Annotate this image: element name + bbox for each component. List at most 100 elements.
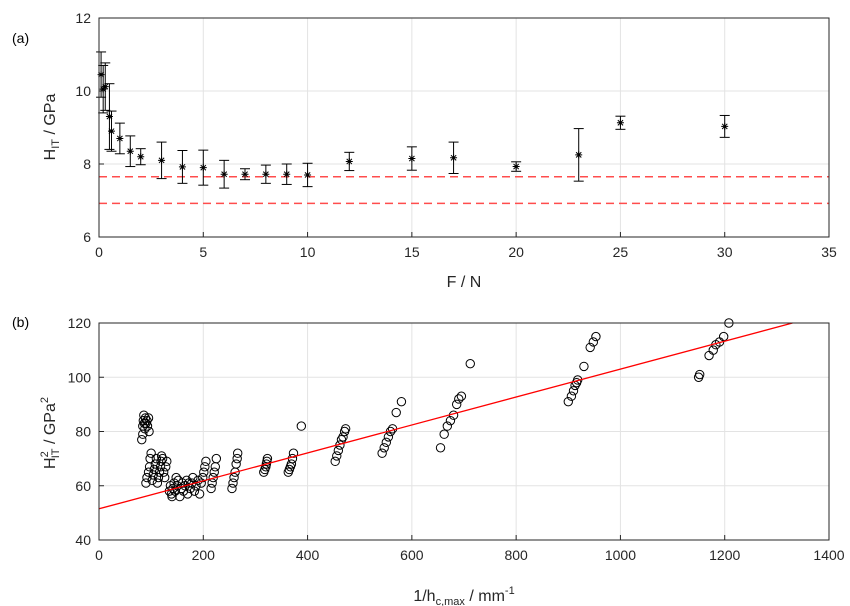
panel-b-xlabel-main: 1/h (413, 588, 435, 605)
data-point (377, 448, 387, 458)
a-ytick-label: 12 (75, 10, 91, 26)
data-point (383, 432, 394, 442)
data-point (566, 391, 577, 401)
panel-b-ylabel-sub: IT (50, 448, 62, 458)
data-point (435, 443, 446, 453)
b-ytick-label: 80 (75, 424, 91, 440)
data-point (188, 472, 198, 483)
data-point (182, 489, 193, 499)
b-xtick-label: 1000 (605, 547, 636, 563)
data-point (209, 467, 219, 477)
data-point (568, 386, 579, 396)
data-point (563, 396, 573, 407)
panel-b-tick-labels: 0 200 400 600 800 1000 1200 1400 40 60 80 100 120 (68, 315, 845, 563)
data-point (591, 331, 601, 342)
panel-a-tick-labels: 0 5 10 15 20 25 30 35 6 8 10 12 (75, 10, 837, 260)
a-xtick-label: 0 (95, 244, 103, 260)
data-point (442, 421, 453, 431)
data-point (137, 434, 147, 445)
data-point (149, 464, 159, 475)
panel-a-y-axis-label: HIT / GPa (42, 94, 62, 161)
b-ytick-label: 120 (68, 315, 92, 331)
panel-b-label: (b) (12, 314, 29, 330)
panel-a-x-axis-label: F / N (447, 274, 482, 291)
panel-b-ylabel-sup2: 2 (39, 397, 51, 403)
data-point (396, 396, 407, 407)
a-xtick-label: 30 (717, 244, 733, 260)
b-ytick-label: 60 (75, 478, 91, 494)
data-point (233, 448, 243, 458)
a-xtick-label: 35 (821, 244, 837, 260)
data-point (178, 163, 186, 171)
panel-a-reference-lines (99, 176, 829, 205)
data-point (101, 83, 109, 91)
b-xtick-label: 1200 (709, 547, 740, 563)
panel-b-x-axis-label: 1/hc,max / mm-1 (413, 585, 514, 606)
panel-a-ylabel-main: H (42, 149, 59, 161)
data-point (181, 475, 192, 486)
data-point (116, 134, 124, 142)
panel-b-fit-line (98, 322, 793, 510)
panel-a-axes-box (98, 17, 830, 238)
data-point (333, 445, 344, 456)
data-point (330, 456, 340, 467)
data-point (227, 483, 237, 494)
b-xtick-label: 0 (95, 547, 103, 563)
panel-b: (b) 0 200 400 600 800 1000 1200 1400 40 60 80 100 12… (12, 314, 845, 606)
data-point (142, 415, 152, 426)
data-point (160, 472, 170, 483)
data-point (144, 426, 154, 437)
data-point (201, 456, 211, 467)
b-xtick-label: 1400 (813, 547, 844, 563)
a-xtick-label: 25 (613, 244, 629, 260)
data-point (143, 467, 154, 477)
data-point (199, 467, 209, 477)
data-point (194, 489, 205, 499)
data-point (152, 478, 163, 488)
panel-a-data-points (96, 51, 730, 189)
data-point (616, 119, 624, 127)
data-point (162, 456, 172, 467)
data-point (694, 369, 705, 380)
data-point (338, 432, 348, 442)
data-point (381, 437, 392, 448)
data-point (145, 453, 155, 464)
data-point (262, 170, 270, 178)
panel-a-label: (a) (12, 30, 29, 46)
data-point (408, 155, 416, 163)
fit-line (98, 322, 793, 510)
b-xtick-label: 200 (192, 547, 216, 563)
data-point (512, 163, 520, 171)
a-ytick-label: 6 (83, 229, 91, 245)
data-point (340, 424, 351, 434)
data-point (588, 337, 599, 347)
data-point (146, 448, 156, 458)
b-xtick-label: 800 (504, 547, 528, 563)
data-point (465, 358, 475, 369)
data-point (445, 415, 456, 426)
a-xtick-label: 5 (199, 244, 207, 260)
panel-b-data-points (137, 318, 734, 502)
b-ytick-label: 100 (68, 369, 92, 385)
data-point (718, 331, 729, 342)
data-point (142, 472, 152, 483)
data-point (345, 157, 353, 165)
data-point (151, 453, 162, 464)
data-point (232, 453, 242, 464)
data-point (262, 453, 273, 464)
data-point (105, 113, 113, 121)
data-point (286, 459, 297, 469)
data-point (452, 399, 462, 410)
data-point (158, 467, 169, 477)
data-point (193, 475, 203, 486)
data-point (450, 154, 458, 162)
panel-b-xlabel-sub: c,max (436, 596, 466, 606)
data-point (189, 486, 200, 496)
data-point (575, 151, 583, 159)
data-point (585, 342, 595, 353)
data-point (379, 443, 389, 453)
data-point (153, 472, 164, 483)
data-point (288, 448, 299, 458)
panel-b-ylabel-rest: / GPa (42, 403, 59, 448)
data-point (283, 170, 291, 178)
